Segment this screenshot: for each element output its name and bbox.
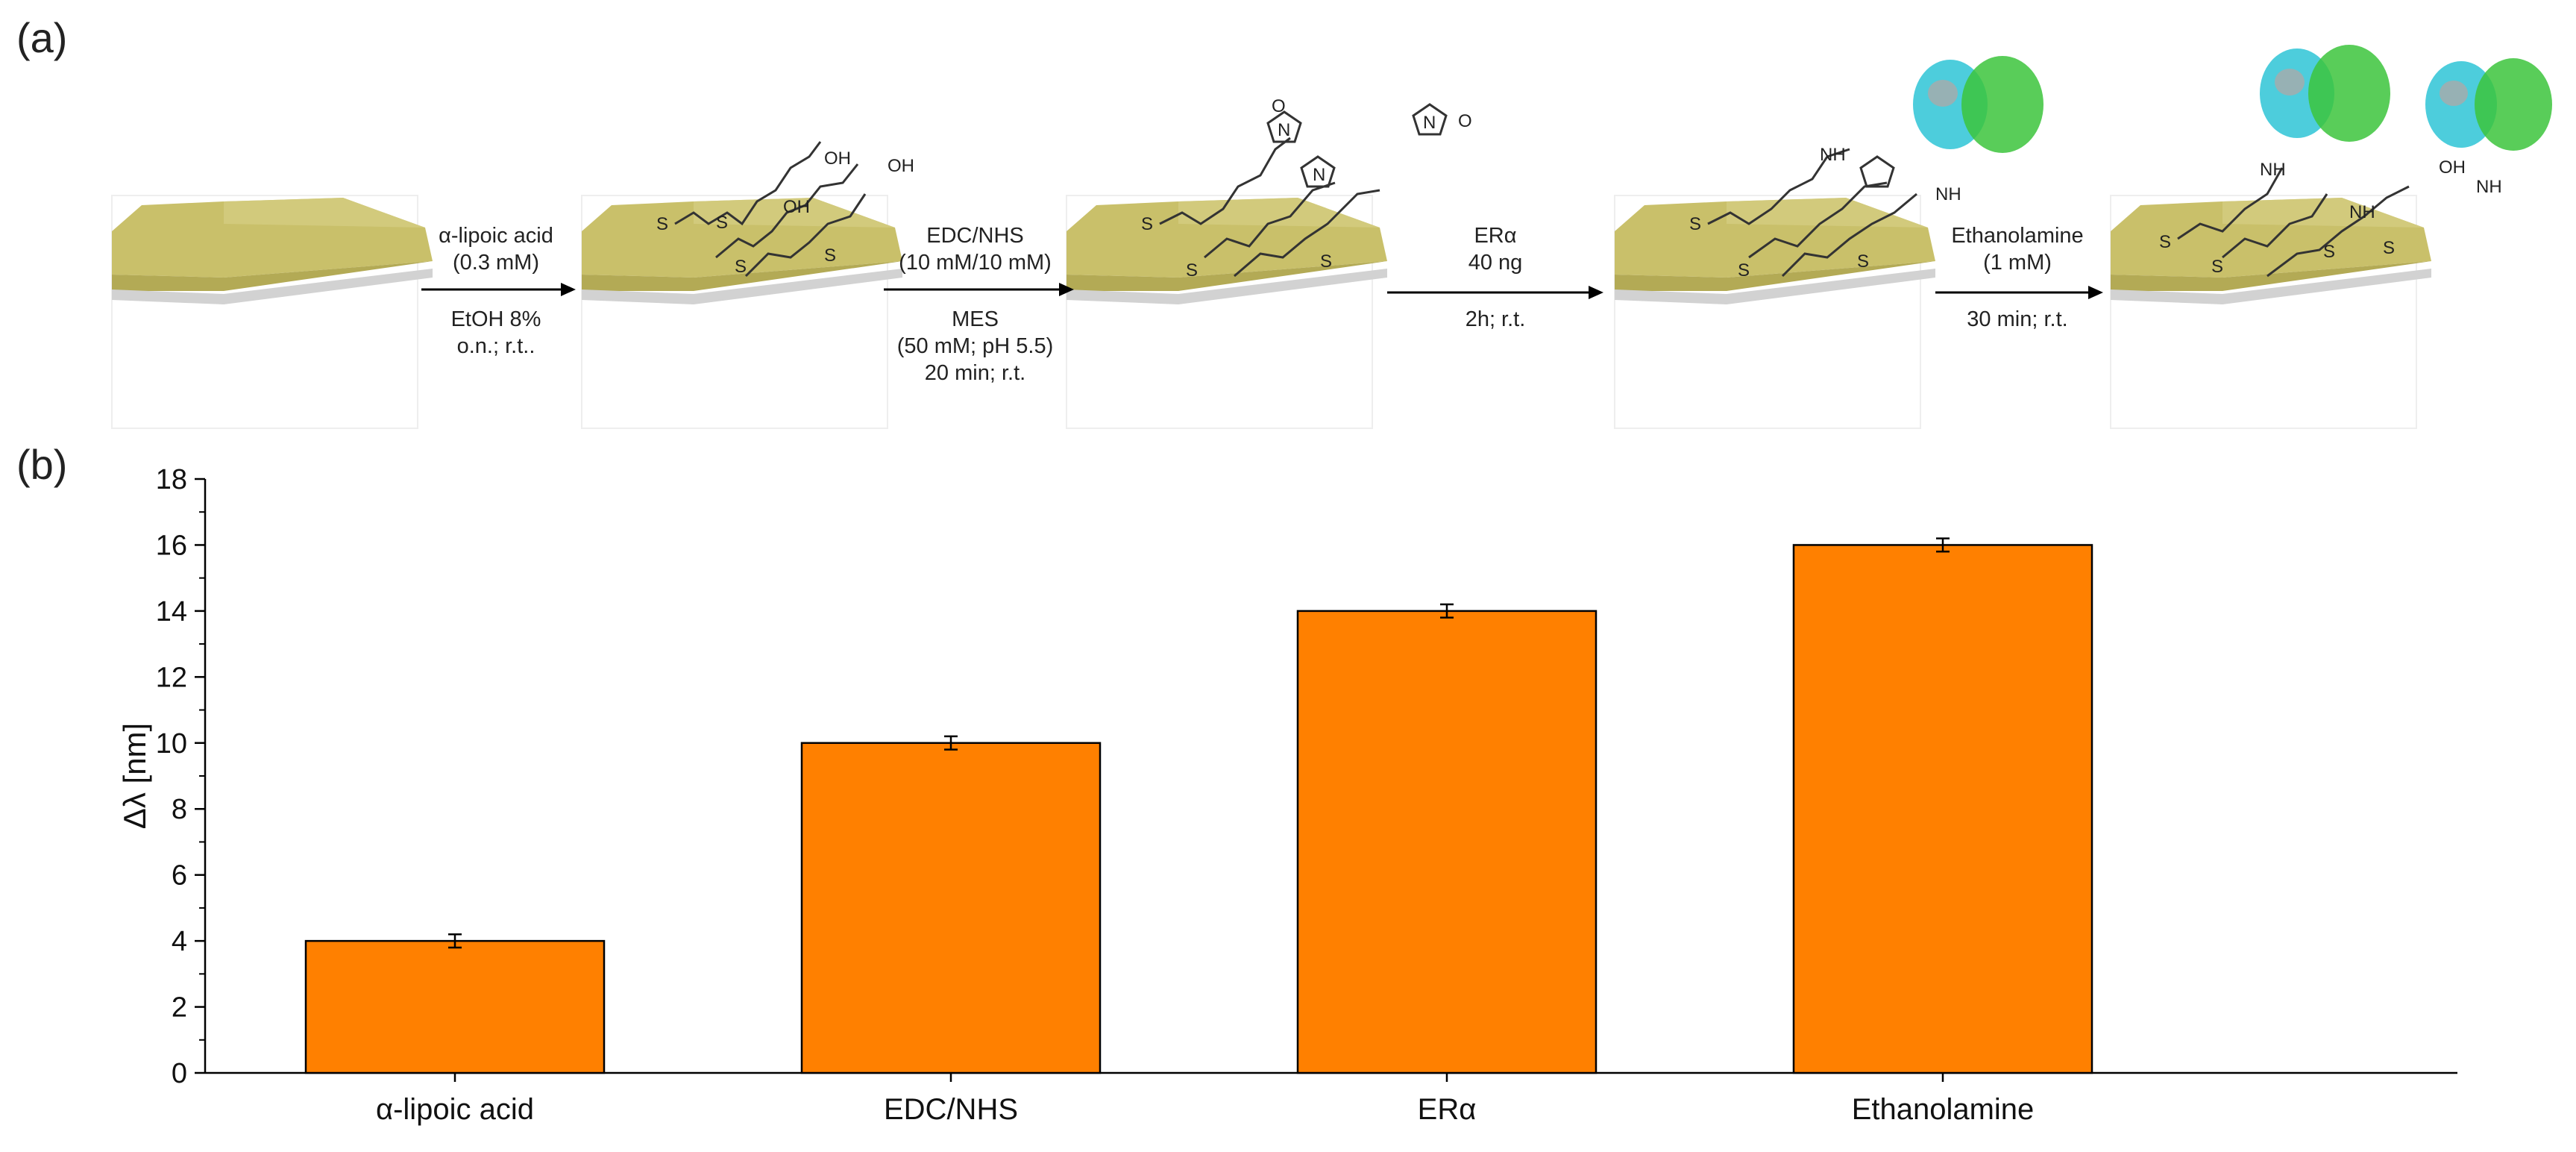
- y-tick-label: 18: [156, 464, 187, 495]
- step2-reagent: EDC/NHS: [926, 224, 1024, 248]
- nhs-rings: [1266, 103, 1895, 188]
- step1-reagent: α-lipoic acid: [439, 224, 553, 248]
- bar-4: [1792, 544, 2093, 1074]
- atom-s: S: [1320, 251, 1332, 272]
- arrow-head: [1589, 286, 1603, 299]
- y-tick-label: 2: [172, 992, 187, 1024]
- atom-oh: OH: [783, 197, 810, 217]
- reaction-scheme: S S S S OH OH OH S S S O N N N O S S S N…: [111, 45, 2552, 429]
- atom-s: S: [735, 257, 747, 277]
- step3-time: 2h; r.t.: [1465, 307, 1526, 331]
- atom-oh: OH: [2439, 157, 2466, 178]
- step3-below: 2h; r.t.: [1387, 306, 1603, 333]
- atom-s: S: [824, 245, 836, 266]
- atom-n: N: [1278, 120, 1290, 140]
- y-tick-label: 16: [156, 530, 187, 561]
- step2-below: MES (50 mM; pH 5.5) 20 min; r.t.: [880, 306, 1070, 386]
- step3-reagent: ERα: [1474, 224, 1517, 248]
- step4-above: Ethanolamine (1 mM): [1928, 222, 2107, 276]
- atom-nh: NH: [2349, 202, 2375, 222]
- atom-n: N: [1423, 113, 1436, 133]
- atom-o: O: [1272, 96, 1286, 116]
- x-tick-label: ERα: [1418, 1093, 1477, 1126]
- atom-s: S: [716, 213, 728, 233]
- y-tick-label: 0: [172, 1058, 187, 1089]
- y-tick-label: 6: [172, 860, 187, 892]
- bar-1: [304, 939, 606, 1074]
- reaction-arrows: [421, 283, 2103, 299]
- step3-amount: 40 ng: [1468, 251, 1523, 275]
- atom-o: O: [1458, 111, 1472, 131]
- chart-bars: [304, 537, 2093, 1074]
- chart-labels: 0 2 4 6 8 10 12 14 16 18 Δλ [nm] α-lipoic acid EDC/N…: [117, 464, 2034, 1126]
- step2-buffer-conc: (50 mM; pH 5.5): [896, 334, 1054, 358]
- y-tick-label: 14: [156, 596, 187, 627]
- step4-conc: (1 mM): [1983, 251, 2052, 275]
- arrow-head: [561, 283, 576, 296]
- atom-nh: NH: [2476, 177, 2502, 197]
- step2-time: 20 min; r.t.: [924, 361, 1026, 385]
- x-tick-label: EDC/NHS: [884, 1093, 1018, 1126]
- lipoic-chains: [674, 137, 2410, 278]
- atom-s: S: [2383, 238, 2395, 258]
- step4-reagent: Ethanolamine: [1951, 224, 2084, 248]
- x-tick-label: Ethanolamine: [1852, 1093, 2035, 1126]
- step1-above: α-lipoic acid (0.3 mM): [418, 222, 574, 276]
- chip-frames: [111, 195, 2417, 429]
- atom-nh: NH: [1820, 145, 1846, 165]
- x-tick-label: α-lipoic acid: [376, 1093, 534, 1126]
- gold-chip-4: [1615, 198, 1935, 304]
- bar-3: [1296, 610, 1598, 1074]
- arrow-head: [2088, 286, 2103, 299]
- y-tick-label: 8: [172, 794, 187, 825]
- atom-labels: S S S S OH OH OH S S S O N N N O S S S N…: [656, 96, 2502, 281]
- atom-oh: OH: [888, 156, 914, 176]
- panel-label-b: (b): [16, 441, 68, 488]
- step4-below: 30 min; r.t.: [1928, 306, 2107, 333]
- atom-s: S: [2159, 232, 2171, 252]
- atom-s: S: [1689, 214, 1701, 234]
- panel-label-a: (a): [16, 14, 68, 61]
- step4-time: 30 min; r.t.: [1967, 307, 2068, 331]
- step1-conc: (0.3 mM): [453, 251, 539, 275]
- atom-n: N: [1313, 165, 1325, 185]
- atom-s: S: [2211, 257, 2223, 277]
- step2-conc: (10 mM/10 mM): [899, 251, 1052, 275]
- step1-below: EtOH 8% o.n.; r.t..: [418, 306, 574, 360]
- atom-s: S: [1186, 260, 1198, 281]
- atom-s: S: [1857, 251, 1869, 272]
- protein-er-alpha-2: [2260, 45, 2390, 142]
- protein-er-alpha-1: [1913, 56, 2043, 153]
- atom-s: S: [2323, 242, 2335, 262]
- atom-s: S: [656, 214, 668, 234]
- atom-s: S: [1738, 260, 1750, 281]
- step1-solvent: EtOH 8%: [450, 307, 541, 331]
- atom-nh: NH: [1935, 184, 1961, 204]
- atom-nh: NH: [2260, 160, 2286, 180]
- atom-s: S: [1141, 214, 1153, 234]
- step1-time: o.n.; r.t..: [456, 334, 535, 358]
- bar-chart: 0 2 4 6 8 10 12 14 16 18 Δλ [nm] α-lipoic acid EDC/N…: [117, 464, 2457, 1126]
- y-tick-label: 10: [156, 728, 187, 760]
- y-axis-title: Δλ [nm]: [117, 723, 152, 829]
- atom-oh: OH: [824, 148, 851, 169]
- step2-buffer: MES: [952, 307, 999, 331]
- gold-chip-1: [112, 198, 433, 304]
- arrow-head: [1059, 283, 1074, 296]
- gold-chip-2: [582, 198, 902, 304]
- step2-above: EDC/NHS (10 mM/10 mM): [880, 222, 1070, 276]
- y-tick-label: 4: [172, 926, 187, 957]
- protein-er-alpha-3: [2425, 58, 2552, 151]
- y-tick-label: 12: [156, 662, 187, 693]
- step3-above: ERα 40 ng: [1387, 222, 1603, 276]
- bar-2: [800, 742, 1102, 1074]
